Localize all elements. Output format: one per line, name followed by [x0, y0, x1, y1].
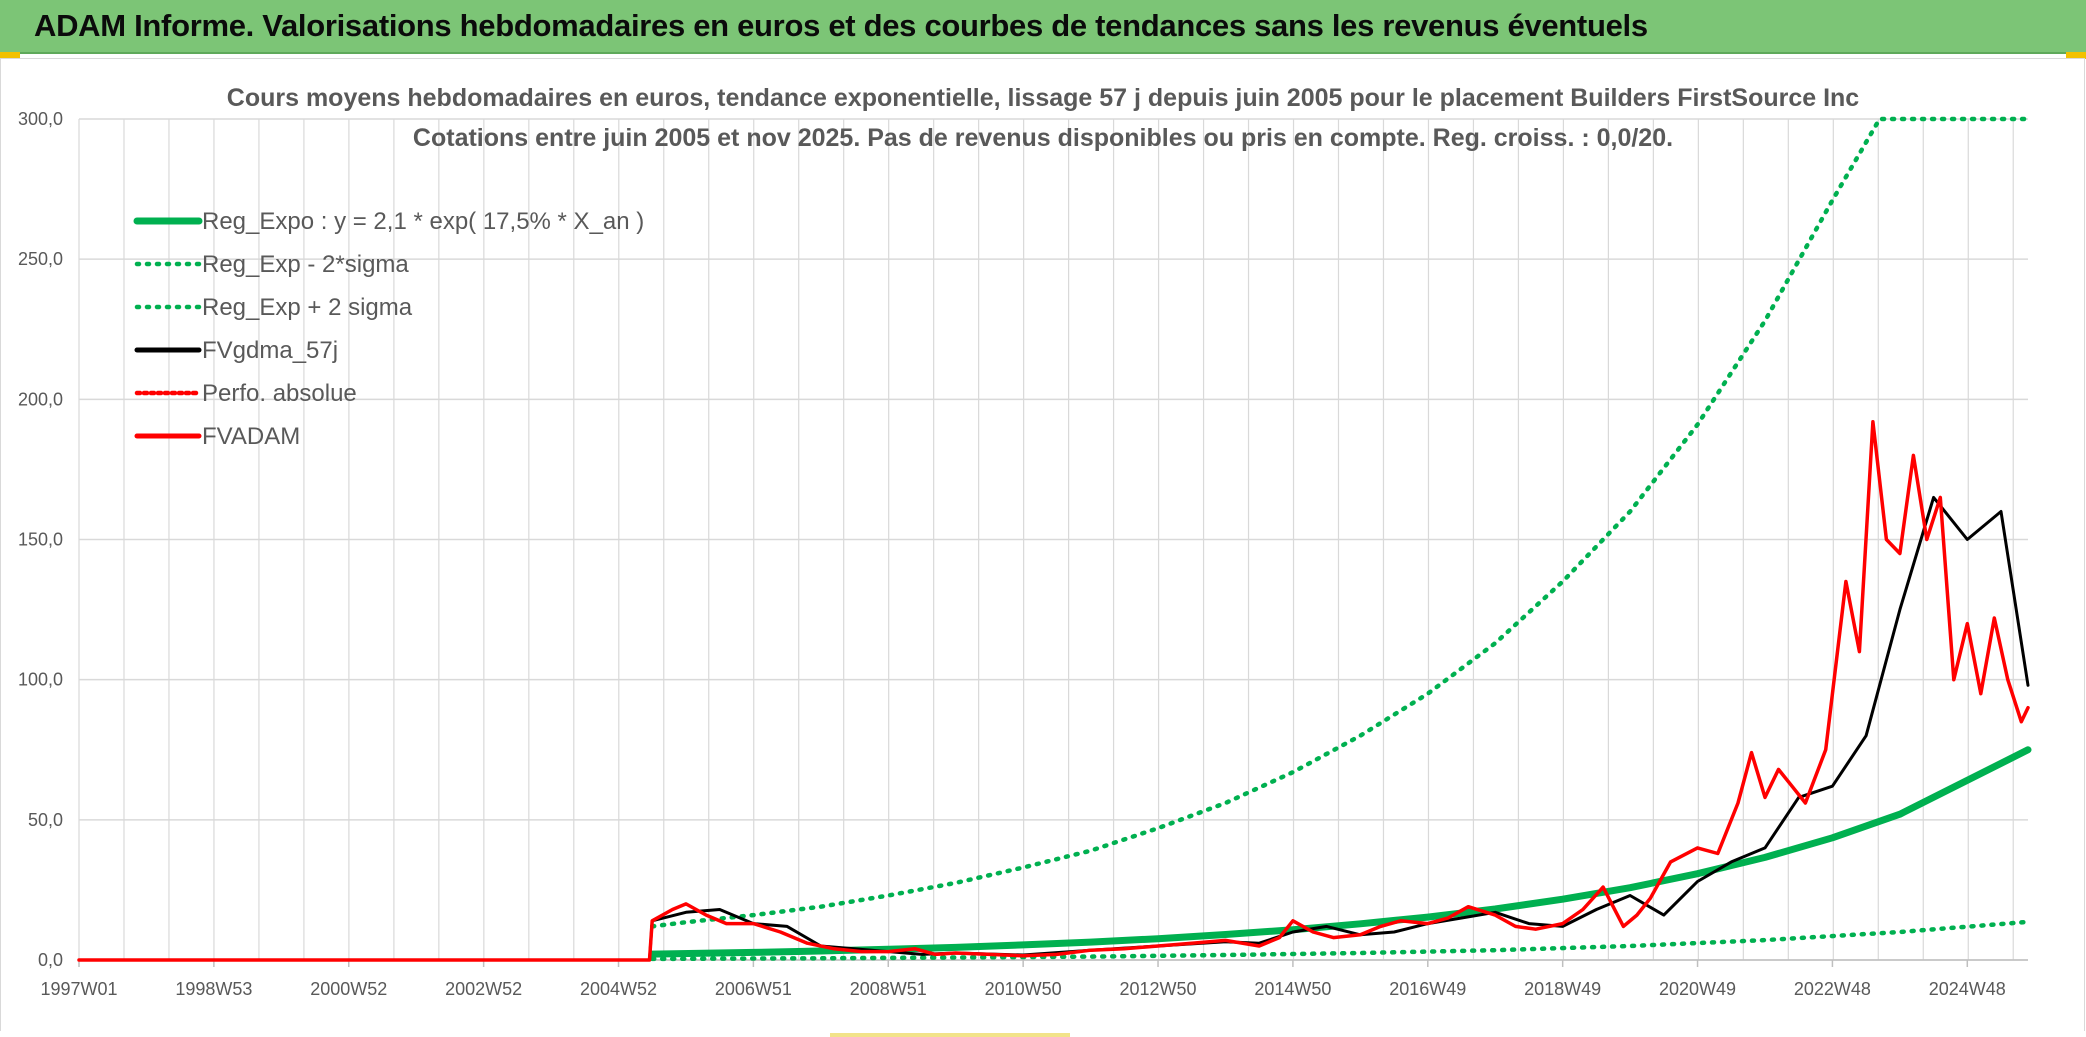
y-tick-label: 300,0 [18, 109, 63, 129]
x-tick-label: 1997W01 [40, 979, 117, 999]
x-tick-label: 2010W50 [985, 979, 1062, 999]
x-tick-label: 1998W53 [175, 979, 252, 999]
y-axis: 0,0 50,0 100,0 150,0 200,0 250,0 300,0 [18, 109, 63, 970]
chart-legend: Reg_Expo : y = 2,1 * exp( 17,5% * X_an )… [133, 208, 644, 450]
series-line-0 [648, 746, 2032, 958]
corner-accent-left [0, 52, 20, 59]
y-tick-label: 200,0 [18, 389, 63, 409]
legend-label: FVADAM [202, 423, 300, 450]
legend-label: Reg_Exp + 2 sigma [202, 294, 413, 321]
chart-subtitle: Cotations entre juin 2005 et nov 2025. P… [413, 124, 1673, 152]
series-line-5 [77, 420, 2030, 962]
x-tick-label: 2004W52 [580, 979, 657, 999]
corner-accent-right [2066, 52, 2086, 59]
chart-title: Cours moyens hebdomadaires en euros, ten… [227, 84, 1860, 112]
header-banner: ADAM Informe. Valorisations hebdomadaire… [0, 0, 2086, 54]
x-tick-label: 2020W49 [1659, 979, 1736, 999]
x-tick-label: 2016W49 [1389, 979, 1466, 999]
x-tick-label: 2006W51 [715, 979, 792, 999]
series-line-2 [649, 116, 2031, 929]
legend-label: Perfo. absolue [202, 380, 357, 407]
legend-label: Reg_Exp - 2*sigma [202, 251, 409, 278]
x-tick-label: 2014W50 [1254, 979, 1331, 999]
banner-title: ADAM Informe. Valorisations hebdomadaire… [34, 8, 1648, 43]
x-tick-label: 2008W51 [850, 979, 927, 999]
x-axis: 1997W01 1998W53 2000W52 2002W52 2004W52 2006W… [40, 959, 2028, 999]
y-tick-label: 150,0 [18, 530, 63, 550]
y-tick-label: 100,0 [18, 670, 63, 690]
series-line-1 [649, 919, 2031, 962]
y-tick-label: 0,0 [38, 950, 63, 970]
series-lines [77, 116, 2032, 962]
chart-titles: Cours moyens hebdomadaires en euros, ten… [227, 84, 1860, 152]
y-tick-label: 50,0 [28, 810, 63, 830]
y-tick-label: 250,0 [18, 249, 63, 269]
grid-lines [78, 118, 2028, 961]
bottom-accent [830, 1033, 1070, 1037]
chart-area: 0,0 50,0 100,0 150,0 200,0 250,0 300,0 1997W01… [0, 58, 2085, 1036]
x-tick-label: 2022W48 [1794, 979, 1871, 999]
x-tick-label: 2012W50 [1119, 979, 1196, 999]
line-chart: 0,0 50,0 100,0 150,0 200,0 250,0 300,0 1997W01… [18, 84, 2032, 999]
legend-label: FVgdma_57j [202, 337, 338, 364]
x-tick-label: 2018W49 [1524, 979, 1601, 999]
series-line-3 [77, 495, 2030, 962]
x-tick-label: 2002W52 [445, 979, 522, 999]
x-tick-label: 2024W48 [1929, 979, 2006, 999]
x-tick-label: 2000W52 [310, 979, 387, 999]
legend-label: Reg_Expo : y = 2,1 * exp( 17,5% * X_an ) [202, 208, 644, 235]
